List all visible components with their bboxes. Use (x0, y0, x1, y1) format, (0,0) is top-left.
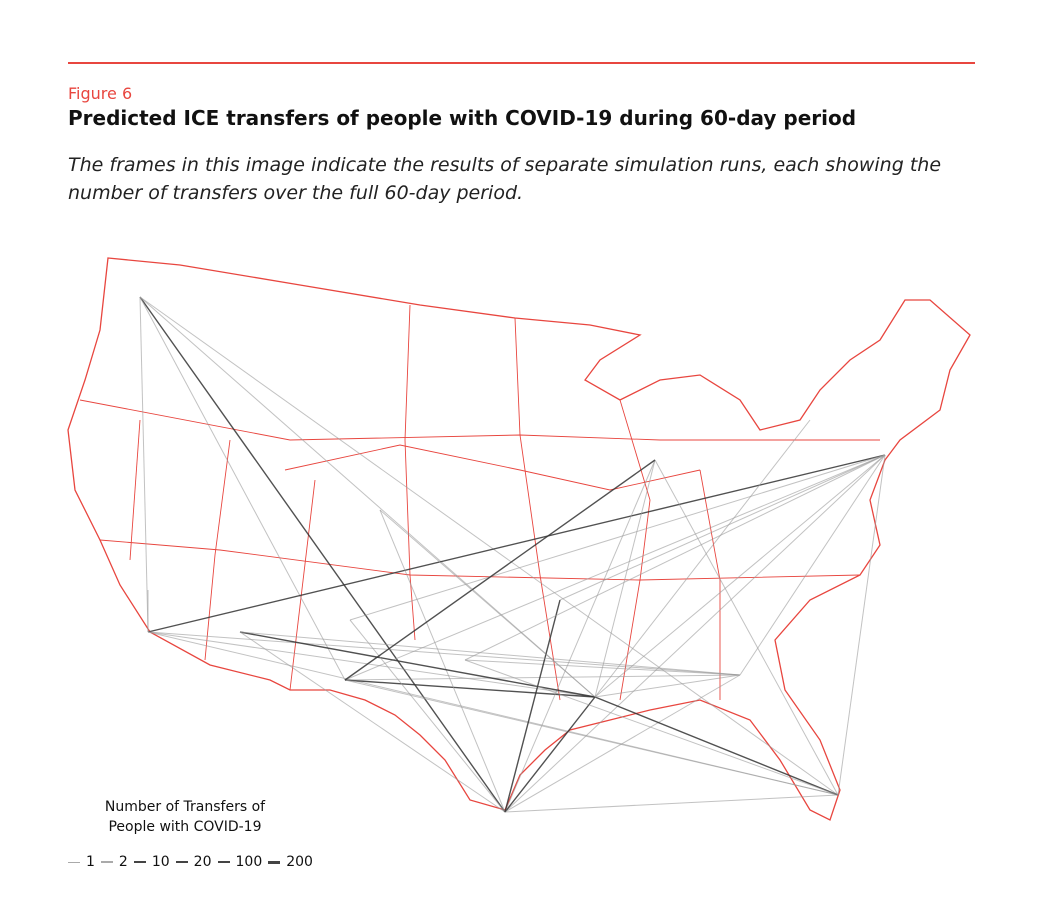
transfer-line (147, 631, 741, 676)
transfer-line (594, 454, 886, 698)
transfer-line (139, 296, 506, 813)
transfer-line (504, 459, 656, 813)
top-rule (68, 62, 975, 64)
legend-item: 2 (100, 854, 128, 870)
transfer-line (379, 509, 596, 698)
legend-swatch (68, 861, 80, 863)
transfer-line (139, 296, 839, 796)
state-borders (79, 304, 880, 701)
figure-label: Figure 6 (68, 84, 133, 103)
legend-label: 10 (151, 854, 170, 870)
transfer-line (594, 459, 656, 698)
transfer-line (837, 454, 886, 796)
legend-swatch (268, 860, 281, 864)
transfer-line (504, 454, 886, 813)
transfer-line (504, 696, 596, 813)
transfer-line (504, 599, 561, 813)
legend-title-line: People with COVID-19 (108, 819, 262, 835)
transfer-line (504, 794, 839, 813)
transfer-line (344, 459, 656, 681)
transfer-line (559, 454, 886, 601)
transfer-line (344, 674, 741, 681)
legend-item: 1 (68, 854, 95, 870)
transfer-lines (139, 296, 886, 813)
legend-swatch (217, 860, 230, 864)
legend-label: 200 (286, 854, 313, 870)
transfer-line (349, 619, 506, 813)
legend-item: 10 (133, 854, 170, 870)
legend-title: Number of Transfers of People with COVID… (80, 797, 290, 837)
subtitle: The frames in this image indicate the re… (68, 154, 942, 204)
transfer-line (464, 454, 886, 661)
transfer-line (594, 419, 811, 698)
transfer-line (464, 659, 741, 676)
legend-label: 1 (86, 854, 95, 870)
transfer-line (654, 459, 839, 796)
legend-label: 100 (235, 854, 263, 870)
figure-title: Predicted ICE transfers of people with C… (68, 106, 857, 130)
legend-swatch (100, 861, 113, 863)
transfer-line (594, 696, 839, 796)
transfer-line (147, 631, 596, 698)
transfer-line (239, 631, 741, 676)
transfer-line (504, 674, 741, 813)
legend-swatch (175, 860, 188, 864)
transfer-line (344, 679, 839, 796)
legend-label: 2 (118, 854, 128, 870)
legend-title-line: Number of Transfers of (104, 799, 266, 815)
transfer-line (739, 454, 886, 676)
transfer-line (594, 674, 741, 698)
transfer-line (464, 659, 839, 796)
transfer-line (344, 679, 596, 698)
transfer-line (139, 296, 346, 681)
legend-item: 100 (217, 854, 263, 870)
transfer-line (349, 454, 886, 621)
transfer-line (147, 454, 886, 633)
transfer-line (379, 509, 506, 813)
transfer-line (139, 296, 596, 698)
legend: 1 2 10 20 100 200 (68, 854, 319, 870)
transfer-line (139, 296, 149, 633)
transfer-line (239, 631, 506, 813)
legend-swatch (133, 861, 146, 863)
legend-label: 20 (193, 854, 212, 870)
legend-item: 200 (268, 854, 313, 870)
legend-item: 20 (175, 854, 212, 870)
